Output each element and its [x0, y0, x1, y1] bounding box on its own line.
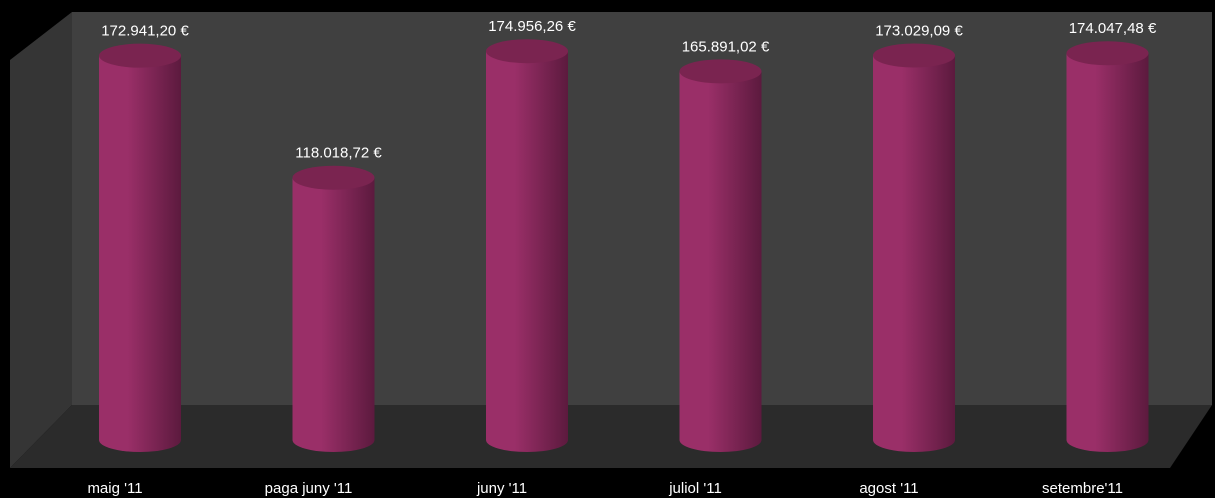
data-label: 172.941,20 €: [101, 23, 189, 40]
bar-top: [486, 39, 568, 64]
x-tick-label: setembre'11: [1042, 480, 1123, 497]
plot-left-wall: [10, 12, 72, 468]
labels-layer: 172.941,20 € maig '11 118.018,72 € paga jun…: [87, 18, 1157, 497]
bar-top: [873, 43, 955, 68]
x-tick-label: agost '11: [859, 480, 918, 497]
data-label: 118.018,72 €: [295, 145, 382, 162]
bar: [486, 51, 568, 452]
data-label: 174.047,48 €: [1069, 20, 1157, 37]
data-label: 174.956,26 €: [488, 18, 576, 35]
data-label: 173.029,09 €: [875, 22, 963, 39]
bar: [679, 71, 762, 453]
bar: [1066, 53, 1149, 453]
plot-back-wall: [72, 12, 1212, 405]
bars-layer: [99, 39, 1149, 453]
x-tick-label: maig '11: [87, 480, 142, 497]
bar-top: [1066, 41, 1149, 66]
bar-top: [679, 59, 762, 84]
x-tick-label: juliol '11: [668, 480, 722, 497]
bar: [292, 177, 375, 452]
x-tick-label: juny '11: [476, 480, 527, 497]
x-tick-label: paga juny '11: [265, 480, 353, 497]
bar-top: [99, 43, 181, 68]
plot-floor: [10, 405, 1212, 468]
data-label: 165.891,02 €: [682, 38, 770, 55]
bar: [99, 55, 181, 452]
bar-top: [292, 165, 375, 190]
bar: [873, 55, 955, 453]
